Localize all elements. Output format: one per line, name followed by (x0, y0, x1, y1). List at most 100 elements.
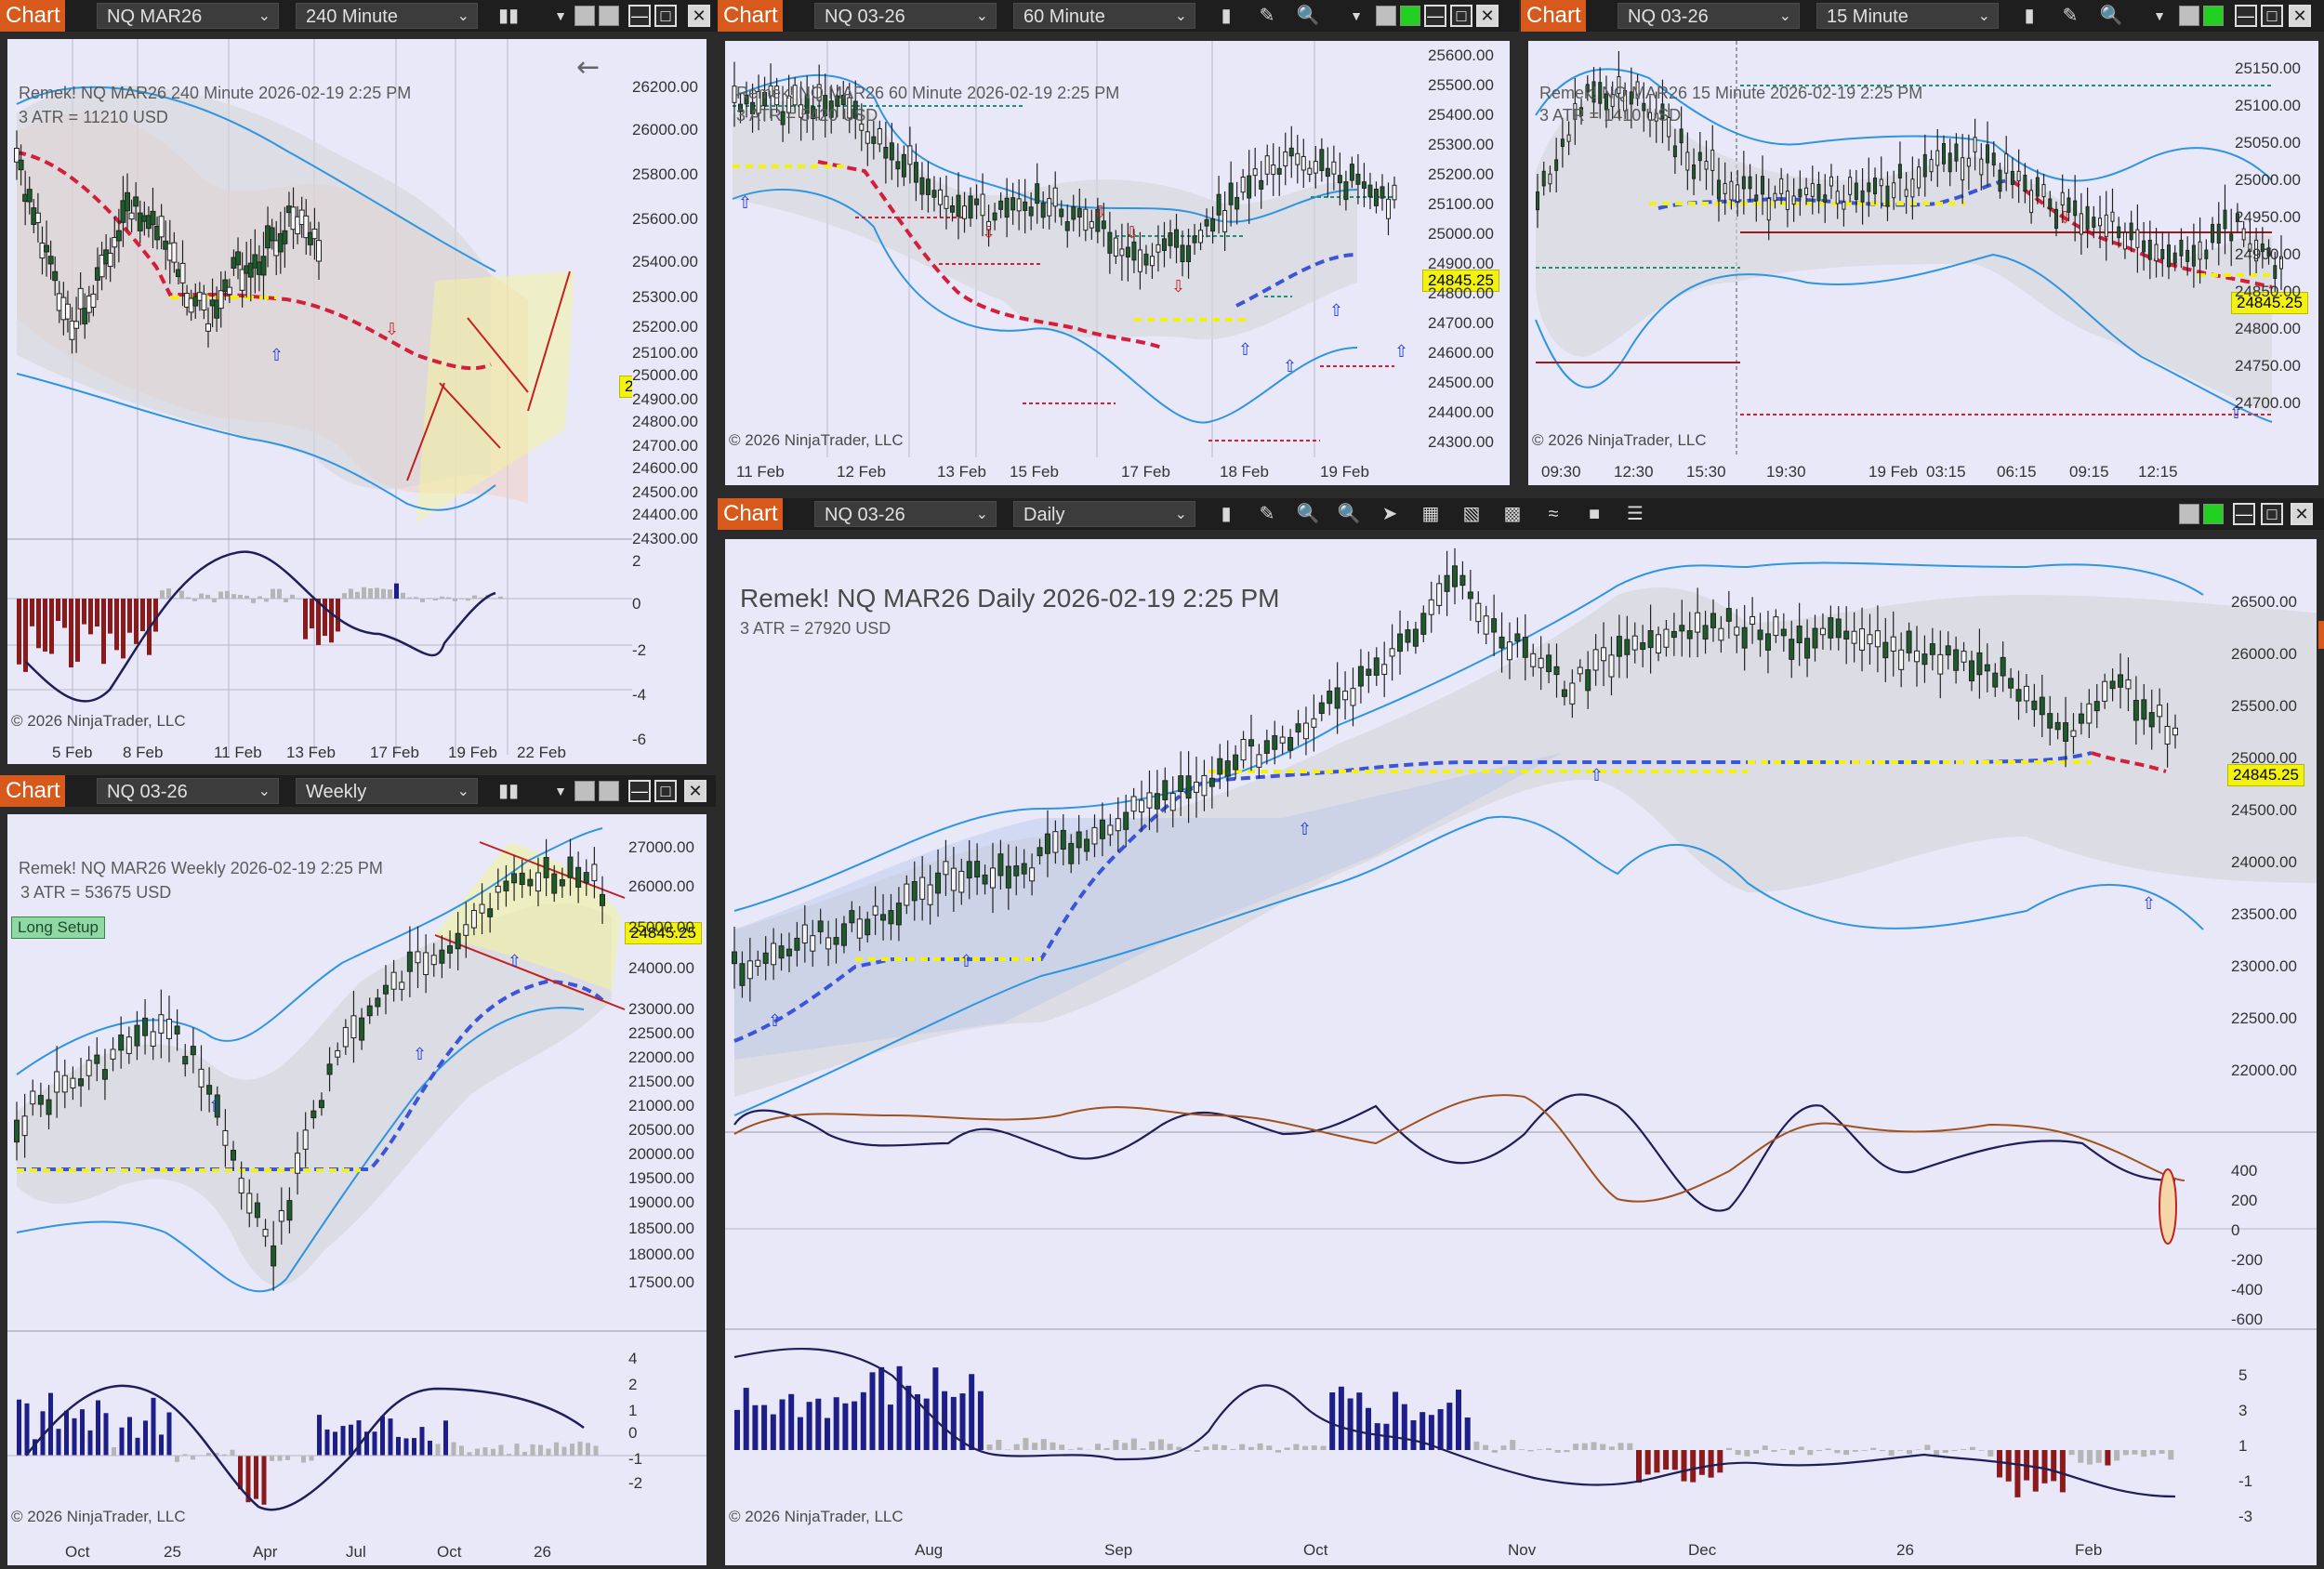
histogram-bar (1157, 1439, 1164, 1450)
bar-type-icon[interactable]: ▮ (1221, 504, 1232, 524)
candle-body (1948, 152, 1952, 173)
candle-body (1585, 669, 1591, 692)
histogram-bar (309, 1456, 314, 1461)
candle-body (21, 1115, 28, 1137)
histogram-bar (214, 1453, 219, 1456)
properties-icon[interactable]: ■ (1588, 504, 1601, 524)
histogram-bar (959, 1393, 966, 1450)
osc-axis-label: -200 (2231, 1251, 2264, 1269)
chart-plot-240min[interactable]: ⇧ ⇩ ← Remek! NQ MAR26 240 Minute 2026-02… (7, 39, 706, 764)
link-grey-button[interactable] (574, 781, 595, 801)
draw-pencil-icon[interactable]: ✎ (1259, 504, 1275, 524)
dropdown-arrow-icon[interactable]: ▼ (554, 8, 567, 23)
instrument-select[interactable]: NQ 03-26 ⌄ (1618, 3, 1800, 29)
candle-body (1389, 648, 1395, 657)
histogram-bar (1230, 1448, 1236, 1450)
histogram-bar (284, 599, 288, 603)
link-grey-button[interactable] (599, 781, 619, 801)
interval-select[interactable]: Weekly ⌄ (296, 778, 478, 804)
link-grey-button[interactable] (1376, 6, 1396, 26)
zoom-icon[interactable]: 🔍 (1296, 6, 1320, 26)
instrument-select[interactable]: NQ 03-26 ⌄ (97, 778, 279, 804)
instrument-value: NQ 03-26 (825, 505, 905, 525)
chart-label[interactable]: Chart (0, 775, 65, 807)
close-button[interactable]: ✕ (688, 5, 710, 27)
chart-label[interactable]: Chart (718, 498, 783, 530)
strategies-icon[interactable]: ▩ (1503, 504, 1522, 524)
chart-label[interactable]: Chart (718, 0, 783, 32)
candles-svg-240: ⇧ ⇩ ← (7, 39, 706, 764)
candle-body (1624, 639, 1631, 655)
link-grey-button[interactable] (574, 6, 595, 26)
close-button[interactable]: ✕ (684, 780, 706, 802)
x-axis-label: 11 Feb (736, 463, 785, 481)
candle-body (1773, 192, 1777, 202)
link-grey-button[interactable] (599, 6, 619, 26)
instrument-select[interactable]: NQ MAR26 ⌄ (97, 3, 279, 29)
link-green-button[interactable] (2203, 504, 2224, 524)
list-icon[interactable]: ☰ (1627, 504, 1644, 524)
bar-type-icon[interactable]: ▮▮ (497, 6, 519, 26)
maximize-button[interactable]: □ (654, 780, 677, 802)
indicators-icon[interactable]: ≈ (1548, 504, 1559, 524)
minimize-button[interactable]: — (2235, 5, 2257, 27)
candle-body (1201, 774, 1208, 797)
bar-type-icon[interactable]: ▮ (2024, 6, 2035, 26)
interval-select[interactable]: 60 Minute ⌄ (1013, 3, 1195, 29)
close-button[interactable]: ✕ (2291, 503, 2313, 525)
candle-body (115, 230, 122, 242)
close-button[interactable]: ✕ (1476, 5, 1499, 27)
instrument-select[interactable]: NQ 03-26 ⌄ (814, 501, 997, 527)
link-grey-button[interactable] (2179, 504, 2199, 524)
zoom-out-icon[interactable]: 🔍 (1337, 504, 1361, 524)
link-green-button[interactable] (1400, 6, 1420, 26)
data-box-icon[interactable]: ▦ (1421, 504, 1440, 524)
instrument-value: NQ 03-26 (107, 782, 188, 802)
draw-pencil-icon[interactable]: ✎ (1259, 6, 1275, 26)
minimize-button[interactable]: — (2233, 503, 2255, 525)
x-axis-label: 09:30 (1541, 463, 1581, 481)
candle-body (1115, 818, 1121, 832)
instrument-select[interactable]: NQ 03-26 ⌄ (814, 3, 997, 29)
link-grey-button[interactable] (2179, 6, 2199, 26)
link-green-button[interactable] (2203, 6, 2224, 26)
candle-body (1823, 194, 1828, 203)
interval-select[interactable]: 15 Minute ⌄ (1816, 3, 1999, 29)
minimize-button[interactable]: — (628, 5, 651, 27)
interval-select[interactable]: 240 Minute ⌄ (296, 3, 478, 29)
dropdown-arrow-icon[interactable]: ▼ (554, 784, 567, 798)
histogram-bar (277, 1456, 283, 1461)
candle-body (2241, 228, 2246, 241)
pointer-icon[interactable]: ➤ (1381, 504, 1398, 524)
dropdown-arrow-icon[interactable]: ▼ (2153, 8, 2166, 23)
osc-axis-label: -4 (632, 686, 647, 704)
bar-type-icon[interactable]: ▮ (1221, 6, 1232, 26)
chart-plot-weekly[interactable]: ⇧ ⇧ ⇧ Remek! NQ MAR26 Weekly 2026-02-19 … (7, 814, 706, 1565)
zoom-in-icon[interactable]: 🔍 (1296, 504, 1320, 524)
bar-type-icon[interactable]: ▮▮ (497, 781, 519, 801)
chart-plot-15min[interactable]: ⇩ ⇧ Remek! NQ MAR26 15 Minute 2026-02-19… (1528, 41, 2318, 485)
chart-label[interactable]: Chart (0, 0, 65, 32)
maximize-button[interactable]: □ (1450, 5, 1472, 27)
histogram-bar (199, 593, 204, 599)
candle-body (958, 870, 965, 893)
minimize-button[interactable]: — (1424, 5, 1446, 27)
interval-value: Weekly (306, 782, 367, 802)
maximize-button[interactable]: □ (2261, 5, 2283, 27)
chart-plot-60min[interactable]: ⇧ ⇩ ⇩ ⇩ ⇩ ⇧ ⇧ ⇧ ⇧ Remek! NQ MAR26 60 Min… (725, 41, 1510, 485)
minimize-button[interactable]: — (628, 780, 651, 802)
maximize-button[interactable]: □ (2261, 503, 2283, 525)
close-button[interactable]: ✕ (2289, 5, 2311, 27)
interval-select[interactable]: Daily ⌄ (1013, 501, 1195, 527)
draw-pencil-icon[interactable]: ✎ (2062, 6, 2079, 26)
maximize-button[interactable]: □ (654, 5, 677, 27)
chart-plot-daily[interactable]: ⇧ ⇧ ⇧ ⇧ ⇧ Remek! NQ MAR26 Daily 2026-02-19… (725, 539, 2317, 1565)
histogram-bar (1076, 1447, 1083, 1450)
templates-icon[interactable]: ▧ (1462, 504, 1481, 524)
chart-label[interactable]: Chart (1521, 0, 1586, 32)
candle-body (1180, 244, 1185, 263)
dropdown-arrow-icon[interactable]: ▼ (1350, 8, 1363, 23)
zoom-icon[interactable]: 🔍 (2099, 6, 2123, 26)
candle-body (1631, 635, 1638, 651)
x-axis-label: Nov (1508, 1541, 1537, 1559)
